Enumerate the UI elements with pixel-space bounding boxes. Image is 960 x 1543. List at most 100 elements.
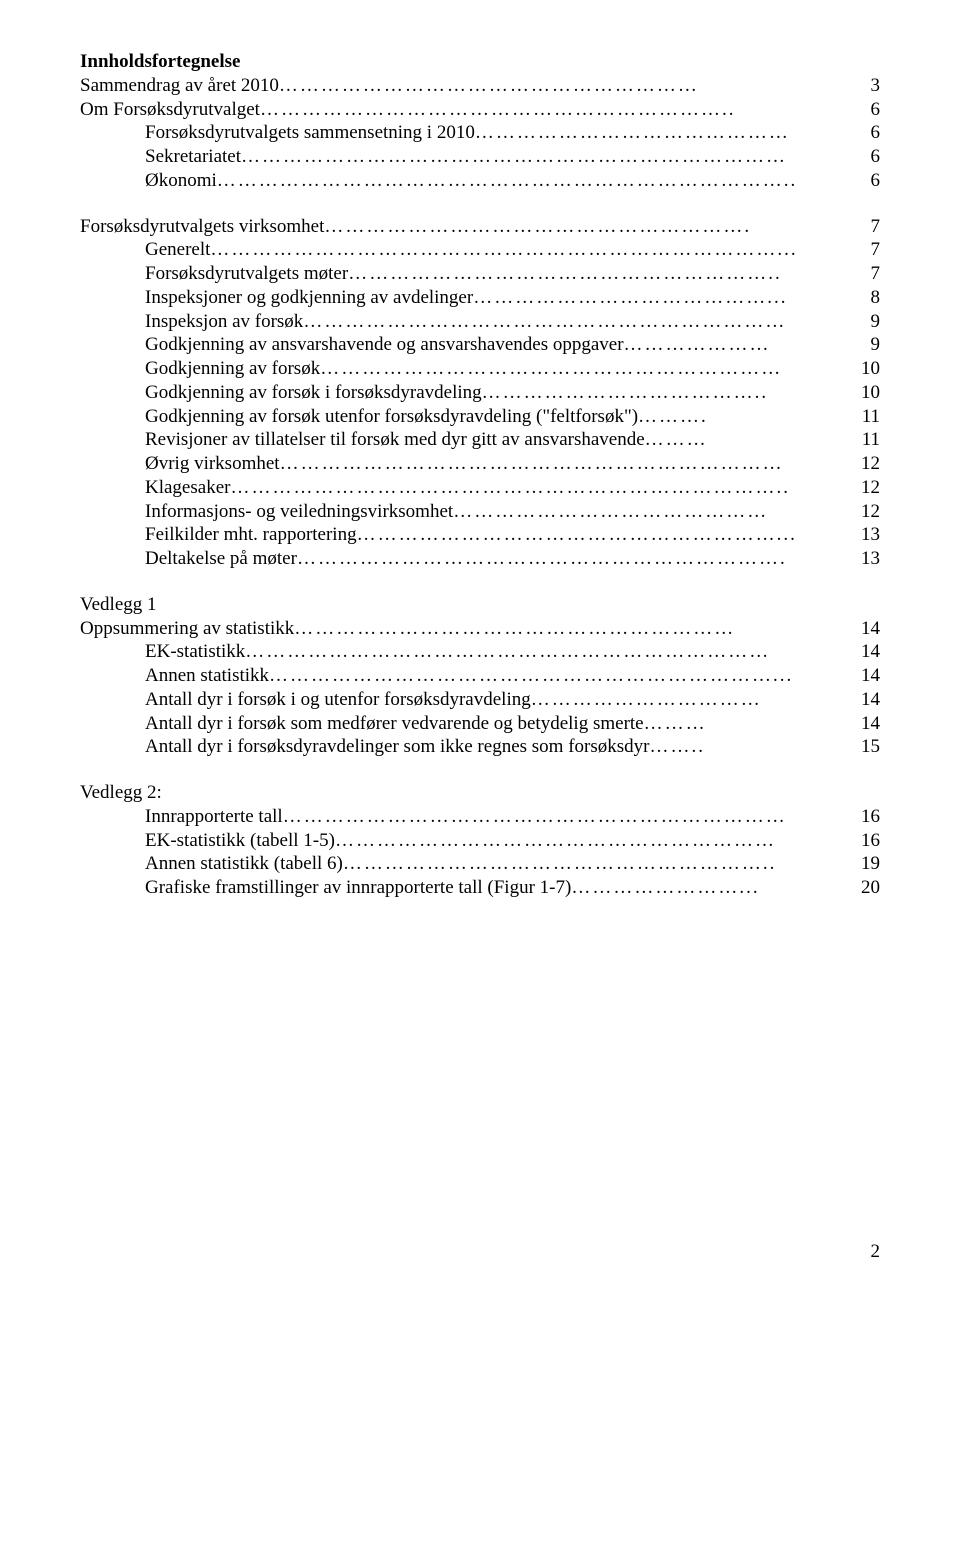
toc-dots: ……………………………………………………………	[303, 310, 864, 334]
toc-dots: ……….	[638, 405, 856, 429]
toc-line: EK-statistikk (tabell 1-5)………………………………………	[80, 829, 880, 853]
toc-line: Innrapporterte tall…………………………………………………………	[80, 805, 880, 829]
toc-dots: ………………………………………………………	[294, 617, 855, 641]
toc-label: Godkjenning av forsøk	[145, 357, 320, 381]
toc-label: Revisjoner av tillatelser til forsøk med…	[145, 428, 645, 452]
page-title: Innholdsfortegnelse	[80, 50, 880, 74]
toc-page: 19	[855, 852, 880, 876]
toc-dots: ………………………………………	[453, 500, 855, 524]
toc-label: Godkjenning av ansvarshavende og ansvars…	[145, 333, 624, 357]
toc-label: Øvrig virksomhet	[145, 452, 280, 476]
toc-line: Forsøksdyrutvalgets møter…………………………………………	[80, 262, 880, 286]
toc-line: Øvrig virksomhet…………………………………………………………………	[80, 452, 880, 476]
toc-dots: ………………………………………………………………	[280, 452, 855, 476]
toc-line: Inspeksjoner og godkjenning av avdelinge…	[80, 286, 880, 310]
toc-dots: ……………………...	[571, 876, 855, 900]
gap	[80, 571, 880, 593]
toc-label: Antall dyr i forsøksdyravdelinger som ik…	[145, 735, 649, 759]
toc-line: Forsøksdyrutvalgets virksomhet……………………………	[80, 215, 880, 239]
toc-label: Sekretariatet	[145, 145, 241, 169]
toc-page: 7	[865, 215, 881, 239]
toc-dots: ……………………………………………………..	[348, 262, 864, 286]
toc-dots: ………………………………………	[475, 121, 865, 145]
toc-dots: …………………	[624, 333, 865, 357]
toc-dots: ……………………………………...	[473, 286, 864, 310]
toc-page: 14	[855, 664, 880, 688]
toc-page: 16	[855, 805, 880, 829]
toc-line: EK-statistikk…………………………………………………………………14	[80, 640, 880, 664]
toc-section-3: Vedlegg 1Oppsummering av statistikk………………	[80, 593, 880, 759]
toc-dots: ……..	[649, 735, 855, 759]
toc-line: Inspeksjon av forsøk………………………………………………………	[80, 310, 880, 334]
page-number: 2	[80, 1240, 880, 1264]
toc-page: 11	[856, 405, 880, 429]
toc-dots: …………………………………………………….	[324, 215, 864, 239]
toc-dots: …………………………………………………………	[320, 357, 855, 381]
toc-page: 20	[855, 876, 880, 900]
toc-page: 9	[865, 310, 881, 334]
toc-line: Vedlegg 1	[80, 593, 880, 617]
toc-dots: ………………………………………………………………	[283, 805, 855, 829]
toc-page: 14	[855, 712, 880, 736]
toc-page: 3	[865, 74, 881, 98]
toc-label: Sammendrag av året 2010	[80, 74, 279, 98]
toc-line: Antall dyr i forsøk i og utenfor forsøks…	[80, 688, 880, 712]
toc-page: 6	[865, 145, 881, 169]
toc-section-1: Sammendrag av året 2010………………………………………………	[80, 74, 880, 193]
toc-line: Annen statistikk…………………………………………………………………	[80, 664, 880, 688]
toc-line: Generelt………………………………………………………………………...7	[80, 238, 880, 262]
toc-label: Antall dyr i forsøk i og utenfor forsøks…	[145, 688, 531, 712]
toc-label: Klagesaker	[145, 476, 230, 500]
toc-label: Grafiske framstillinger av innrapportert…	[145, 876, 571, 900]
toc-label: Godkjenning av forsøk utenfor forsøksdyr…	[145, 405, 638, 429]
toc-section-4: Vedlegg 2:Innrapporterte tall………………………………	[80, 781, 880, 900]
toc-line: Godkjenning av forsøk utenfor forsøksdyr…	[80, 405, 880, 429]
toc-dots: ………………………………………………………	[335, 829, 855, 853]
toc-line: Oppsummering av statistikk………………………………………	[80, 617, 880, 641]
toc-dots: ………………………………………………………………………..	[217, 169, 865, 193]
toc-dots: …………………………………..	[482, 381, 855, 405]
toc-page: 15	[855, 735, 880, 759]
toc-line: Godkjenning av forsøk……………………………………………………	[80, 357, 880, 381]
toc-label: Annen statistikk	[145, 664, 269, 688]
toc-line: Antall dyr i forsøk som medfører vedvare…	[80, 712, 880, 736]
toc-line: Antall dyr i forsøksdyravdelinger som ik…	[80, 735, 880, 759]
toc-dots: ……………………………………………………	[279, 74, 865, 98]
toc-dots: ………………………………………………………………………...	[210, 238, 864, 262]
toc-page: 13	[855, 547, 880, 571]
toc-label: Innrapporterte tall	[145, 805, 283, 829]
toc-label: Vedlegg 1	[80, 593, 157, 617]
toc-label: Om Forsøksdyrutvalget	[80, 98, 260, 122]
toc-page: 8	[865, 286, 881, 310]
toc-line: Godkjenning av ansvarshavende og ansvars…	[80, 333, 880, 357]
toc-dots: …………………………………………………………….	[297, 547, 855, 571]
toc-label: Informasjons- og veiledningsvirksomhet	[145, 500, 453, 524]
toc-label: Forsøksdyrutvalgets virksomhet	[80, 215, 324, 239]
toc-label: Godkjenning av forsøk i forsøksdyravdeli…	[145, 381, 482, 405]
toc-line: Informasjons- og veiledningsvirksomhet………	[80, 500, 880, 524]
toc-line: Om Forsøksdyrutvalget……………………………………………………	[80, 98, 880, 122]
toc-page: 16	[855, 829, 880, 853]
toc-label: Deltakelse på møter	[145, 547, 297, 571]
toc-page: 11	[856, 428, 880, 452]
toc-page: 14	[855, 688, 880, 712]
toc-line: Feilkilder mht. rapportering…………………………………	[80, 523, 880, 547]
toc-line: Godkjenning av forsøk i forsøksdyravdeli…	[80, 381, 880, 405]
toc-line: Revisjoner av tillatelser til forsøk med…	[80, 428, 880, 452]
toc-label: Feilkilder mht. rapportering	[145, 523, 357, 547]
toc-page: 10	[855, 381, 880, 405]
gap	[80, 759, 880, 781]
toc-page: 10	[855, 357, 880, 381]
toc-page: 12	[855, 500, 880, 524]
toc-dots: ………………………………………………………………...	[269, 664, 855, 688]
toc-dots: ………	[644, 712, 855, 736]
toc-label: EK-statistikk	[145, 640, 245, 664]
toc-line: Sammendrag av året 2010………………………………………………	[80, 74, 880, 98]
toc-line: Deltakelse på møter…………………………………………………………	[80, 547, 880, 571]
toc-label: Forsøksdyrutvalgets sammensetning i 2010	[145, 121, 475, 145]
toc-dots: …………………………………………………………………	[245, 640, 855, 664]
toc-label: Økonomi	[145, 169, 217, 193]
toc-page: 12	[855, 452, 880, 476]
toc-label: Oppsummering av statistikk	[80, 617, 294, 641]
toc-label: EK-statistikk (tabell 1-5)	[145, 829, 335, 853]
